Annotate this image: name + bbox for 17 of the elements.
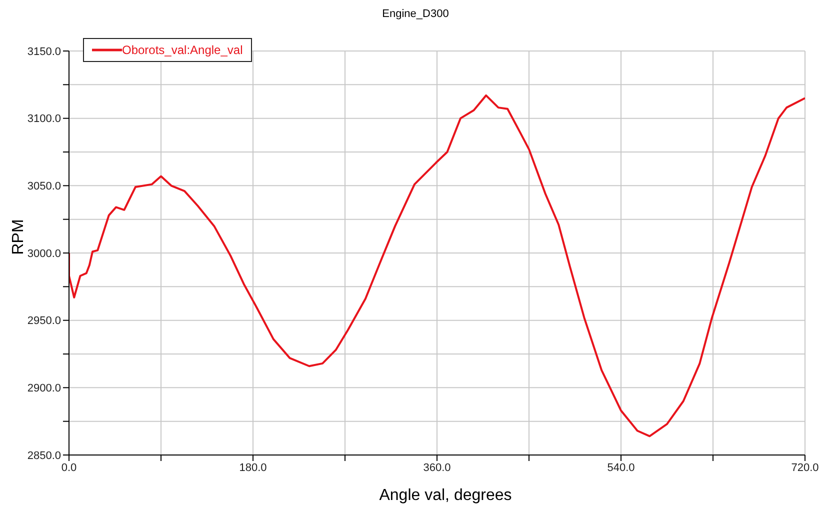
chart-title: Engine_D300 bbox=[381, 8, 450, 20]
y-tick-label: 3150.0 bbox=[27, 46, 61, 58]
y-tick-label: 3000.0 bbox=[27, 248, 61, 260]
y-tick-label: 2900.0 bbox=[27, 382, 61, 395]
legend-label: Oborots_val:Angle_val bbox=[121, 43, 243, 57]
y-tick-label: 3050.0 bbox=[27, 180, 61, 193]
y-tick-label: 2850.0 bbox=[27, 450, 61, 462]
x-tick-label: 180.0 bbox=[239, 462, 267, 474]
line-series bbox=[69, 94, 805, 438]
y-tick-label: 3100.0 bbox=[27, 113, 61, 126]
y-tick-label: 2950.0 bbox=[27, 315, 61, 328]
x-axis-title: Angle val, degrees bbox=[378, 487, 513, 505]
x-tick-label: 720.0 bbox=[791, 462, 819, 474]
x-tick-label: 540.0 bbox=[607, 462, 635, 474]
x-tick-label: 360.0 bbox=[423, 462, 451, 474]
y-axis-title: RPM bbox=[10, 218, 28, 254]
x-tick-label: 0.0 bbox=[61, 462, 77, 474]
